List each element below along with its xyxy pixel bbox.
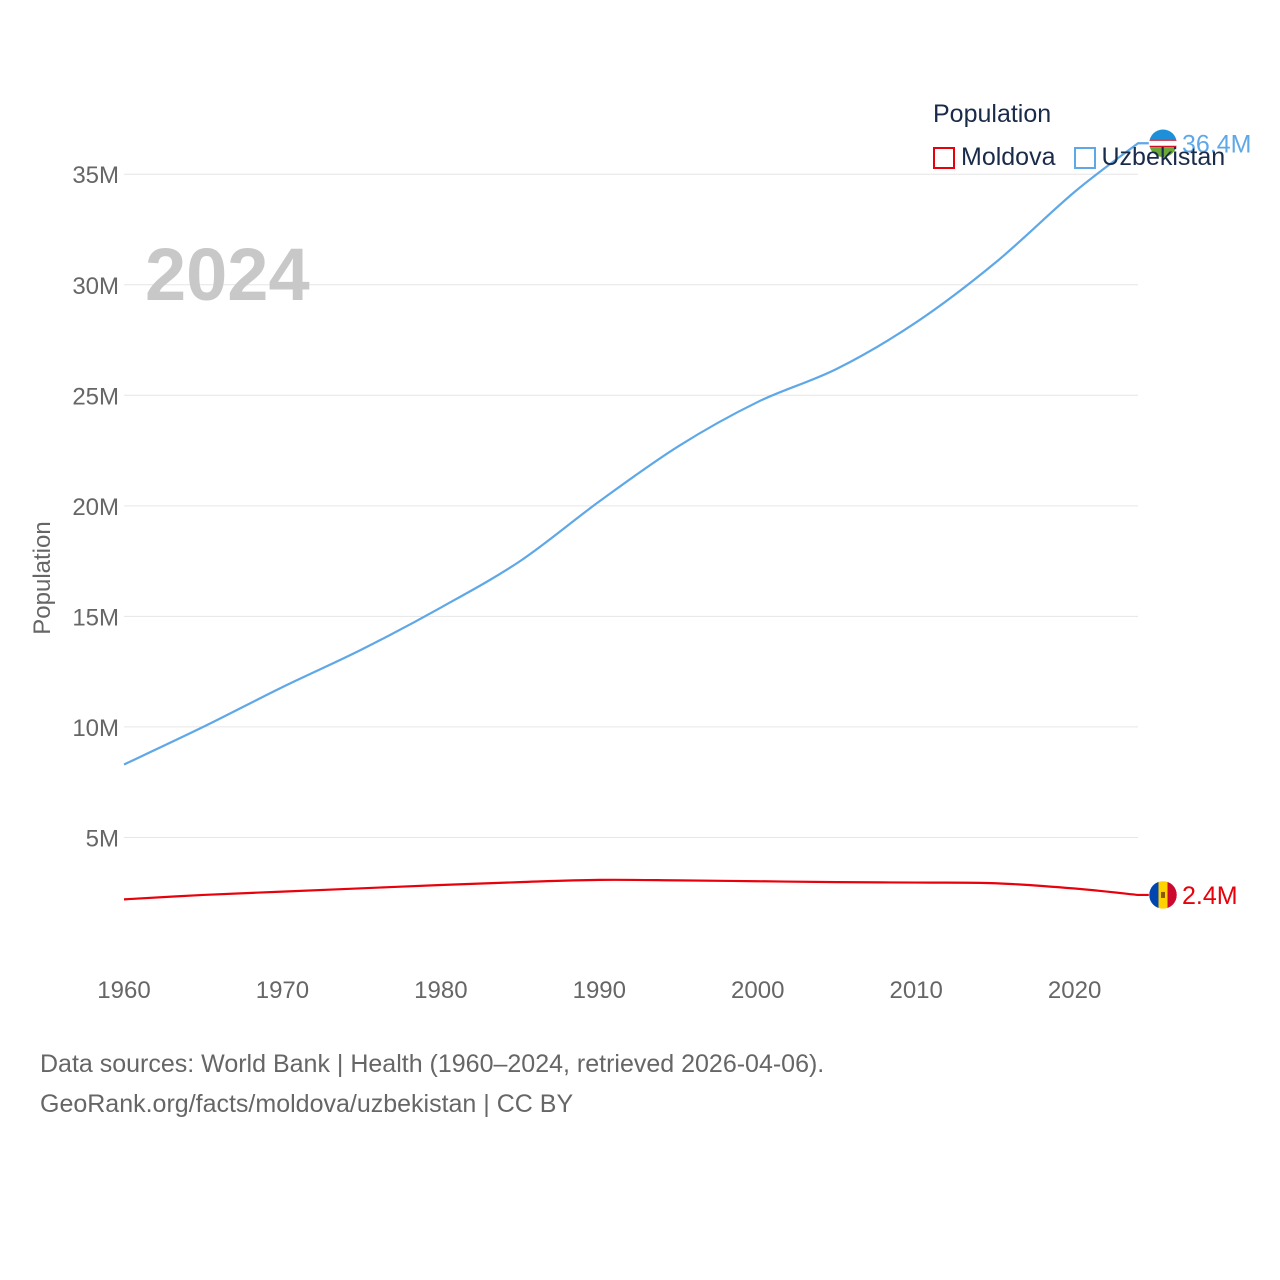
series-line-moldova <box>123 878 1149 901</box>
x-tick-label: 1970 <box>256 977 309 1004</box>
end-label-uzbekistan: 36.4M <box>1182 130 1251 158</box>
gridlines <box>124 173 1138 838</box>
y-axis-label: Population <box>29 521 56 634</box>
y-tick-label: 35M <box>72 162 119 189</box>
legend-item-uzbekistan[interactable]: Uzbekistan <box>1073 143 1226 172</box>
x-tick-label: 2020 <box>1048 977 1101 1004</box>
y-tick-label: 30M <box>72 273 119 300</box>
x-axis-ticks: 1960 1970 1980 1990 2000 2010 2020 <box>97 977 1101 1004</box>
end-markers: 2.4M 36.4M <box>1148 129 1251 910</box>
year-watermark: 2024 <box>145 233 310 316</box>
legend-swatch-uzbekistan <box>1073 146 1096 169</box>
uzbekistan-flag-icon <box>1148 129 1178 158</box>
legend-item-moldova[interactable]: Moldova <box>933 143 1056 172</box>
series-line-uzbekistan <box>123 142 1149 766</box>
x-tick-label: 1980 <box>414 977 467 1004</box>
x-tick-label: 2010 <box>889 977 942 1004</box>
y-tick-label: 5M <box>86 825 119 852</box>
x-tick-label: 1990 <box>573 977 626 1004</box>
data-source-text: Data sources: World Bank | Health (1960–… <box>40 1050 825 1078</box>
y-tick-label: 10M <box>72 715 119 742</box>
y-tick-label: 15M <box>72 604 119 631</box>
y-tick-label: 25M <box>72 383 119 410</box>
legend: Moldova Uzbekistan <box>933 143 1243 172</box>
series-lines <box>123 142 1149 901</box>
legend-label-moldova: Moldova <box>961 143 1056 171</box>
legend-title: Population <box>933 100 1052 128</box>
legend-swatch-moldova <box>933 146 955 169</box>
end-label-moldova: 2.4M <box>1182 882 1238 910</box>
footer: Data sources: World Bank | Health (1960–… <box>40 1044 824 1124</box>
x-tick-label: 2000 <box>731 977 784 1004</box>
legend-label-uzbekistan: Uzbekistan <box>1101 143 1226 171</box>
y-axis-ticks: 5M 10M 15M 20M 25M 30M 35M <box>72 162 119 852</box>
attribution-link[interactable]: GeoRank.org/facts/moldova/uzbekistan | C… <box>40 1090 574 1118</box>
x-tick-label: 1960 <box>97 977 150 1004</box>
moldova-flag-icon <box>1148 880 1178 910</box>
y-tick-label: 20M <box>72 494 119 521</box>
